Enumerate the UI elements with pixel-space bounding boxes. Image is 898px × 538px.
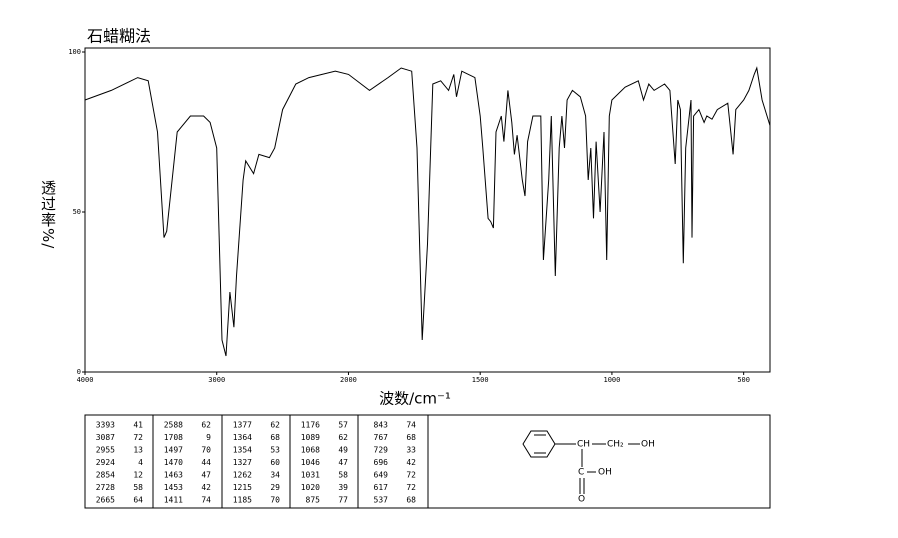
peak-transmittance: 42	[406, 458, 416, 467]
peak-transmittance: 29	[270, 483, 280, 492]
peak-wavenumber: 1497	[164, 446, 183, 455]
peak-transmittance: 34	[270, 471, 280, 480]
plot-frame	[84, 47, 771, 373]
peak-transmittance: 62	[201, 421, 211, 430]
peak-transmittance: 49	[338, 446, 348, 455]
peak-wavenumber: 1089	[301, 433, 320, 442]
peak-transmittance: 13	[133, 446, 143, 455]
peak-wavenumber: 537	[374, 496, 389, 505]
peak-transmittance: 72	[406, 471, 416, 480]
peak-transmittance: 9	[206, 433, 211, 442]
peak-transmittance: 41	[133, 421, 143, 430]
peak-wavenumber: 2955	[96, 446, 115, 455]
peak-wavenumber: 1215	[233, 483, 252, 492]
x-tick-label: 3000	[208, 376, 225, 384]
peak-transmittance: 68	[270, 433, 280, 442]
peak-wavenumber: 1411	[164, 496, 183, 505]
atom-label: C	[578, 468, 584, 478]
x-tick-label: 500	[737, 376, 750, 384]
peak-transmittance: 57	[338, 421, 348, 430]
peak-wavenumber: 2665	[96, 496, 115, 505]
peak-wavenumber: 1364	[233, 433, 252, 442]
atom-label: OH	[641, 440, 655, 450]
peak-wavenumber: 1020	[301, 483, 320, 492]
peak-wavenumber: 1262	[233, 471, 252, 480]
atom-label: OH	[598, 468, 612, 478]
peak-transmittance: 42	[201, 483, 211, 492]
peak-wavenumber: 2728	[96, 483, 115, 492]
x-tick-label: 1500	[472, 376, 489, 384]
peak-transmittance: 58	[133, 483, 143, 492]
peak-wavenumber: 875	[306, 496, 321, 505]
peak-wavenumber: 1176	[301, 421, 320, 430]
peak-wavenumber: 1708	[164, 433, 183, 442]
peak-transmittance: 74	[406, 421, 416, 430]
atom-label: CH₂	[607, 440, 624, 450]
peak-transmittance: 60	[270, 458, 280, 467]
peak-wavenumber: 1185	[233, 496, 252, 505]
y-tick-label: 50	[73, 208, 81, 216]
y-axis-label: 透过率%/	[39, 180, 57, 250]
chart-title: 石蜡糊法	[87, 27, 151, 46]
peak-transmittance: 53	[270, 446, 280, 455]
atom-label: O	[578, 495, 585, 505]
peak-transmittance: 72	[133, 433, 143, 442]
peak-transmittance: 68	[406, 496, 416, 505]
x-tick-label: 4000	[77, 376, 94, 384]
peak-wavenumber: 3087	[96, 433, 115, 442]
peak-transmittance: 39	[338, 483, 348, 492]
peak-transmittance: 33	[406, 446, 416, 455]
peak-transmittance: 58	[338, 471, 348, 480]
spectrum-line	[84, 66, 771, 357]
peak-transmittance: 68	[406, 433, 416, 442]
peak-wavenumber: 1453	[164, 483, 183, 492]
peak-wavenumber: 2924	[96, 458, 115, 467]
peak-wavenumber: 2854	[96, 471, 115, 480]
y-tick-label: 0	[77, 368, 81, 376]
peak-transmittance: 44	[201, 458, 211, 467]
peak-wavenumber: 1377	[233, 421, 252, 430]
x-tick-label: 1000	[603, 376, 620, 384]
peak-transmittance: 77	[338, 496, 348, 505]
structure	[522, 430, 640, 494]
peak-transmittance: 47	[201, 471, 211, 480]
x-axis-label: 波数/cm⁻¹	[379, 390, 451, 408]
peak-wavenumber: 1354	[233, 446, 252, 455]
peak-transmittance: 74	[201, 496, 211, 505]
peak-wavenumber: 1031	[301, 471, 320, 480]
peak-wavenumber: 767	[374, 433, 389, 442]
peak-transmittance: 70	[201, 446, 211, 455]
peak-wavenumber: 843	[374, 421, 389, 430]
peak-transmittance: 72	[406, 483, 416, 492]
peak-wavenumber: 1046	[301, 458, 320, 467]
peak-transmittance: 62	[270, 421, 280, 430]
peak-transmittance: 70	[270, 496, 280, 505]
peak-wavenumber: 1068	[301, 446, 320, 455]
peak-wavenumber: 696	[374, 458, 389, 467]
peak-wavenumber: 1327	[233, 458, 252, 467]
atom-label: CH	[577, 440, 590, 450]
peak-wavenumber: 2588	[164, 421, 183, 430]
peak-wavenumber: 1470	[164, 458, 183, 467]
peak-transmittance: 12	[133, 471, 143, 480]
peak-wavenumber: 617	[374, 483, 389, 492]
peak-wavenumber: 1463	[164, 471, 183, 480]
y-tick-label: 100	[68, 48, 81, 56]
peak-transmittance: 4	[138, 458, 143, 467]
peak-wavenumber: 729	[374, 446, 389, 455]
peak-transmittance: 47	[338, 458, 348, 467]
x-tick-label: 2000	[340, 376, 357, 384]
peak-wavenumber: 3393	[96, 421, 115, 430]
peak-transmittance: 64	[133, 496, 143, 505]
peak-wavenumber: 649	[374, 471, 389, 480]
peak-transmittance: 62	[338, 433, 348, 442]
